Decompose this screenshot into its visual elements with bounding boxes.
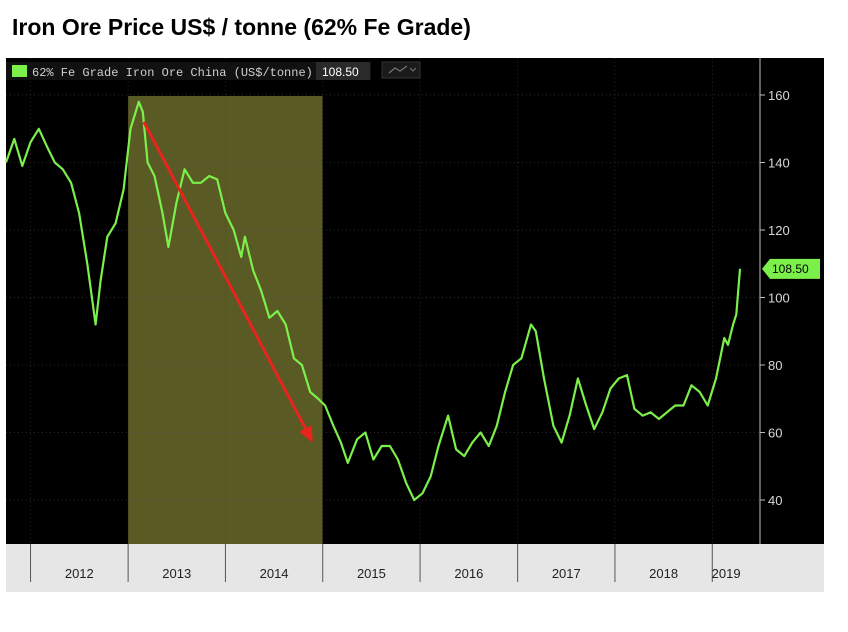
y-tick-label: 140 [768,156,790,171]
x-tick-label: 2019 [712,566,741,581]
chart-title: Iron Ore Price US$ / tonne (62% Fe Grade… [12,14,471,40]
last-price-tag-shape [762,258,820,279]
x-tick-label: 2012 [65,566,94,581]
highlight-band-layer [128,96,323,544]
legend-value-box [316,62,370,80]
legend: 62% Fe Grade Iron Ore China (US$/tonne) … [6,61,421,80]
highlight-band [128,96,323,544]
arrow-layer [142,121,313,443]
trend-arrow-head [299,425,313,443]
last-price-tag: 108.50 [762,258,820,279]
y-tick-label: 80 [768,358,782,373]
trend-arrow-shaft [142,121,307,430]
y-tick-label: 60 [768,426,782,441]
x-tick-label: 2014 [260,566,289,581]
grid-layer [6,58,760,544]
line-chart-icon [388,65,408,74]
chevron-down-icon [409,67,417,72]
x-axis-strip [6,544,824,592]
x-tick-label: 2018 [649,566,678,581]
y-tick-label: 120 [768,223,790,238]
legend-last-value: 108.50 [322,65,359,79]
x-tick-label: 2015 [357,566,386,581]
legend-swatch [12,65,27,77]
y-tick-label: 160 [768,88,790,103]
series-layer [4,100,742,502]
last-price-tag-value: 108.50 [772,262,809,276]
legend-box [6,62,371,80]
y-tick-label: 40 [768,493,782,508]
series-line [4,100,742,502]
x-tick-label: 2016 [454,566,483,581]
x-tick-label: 2017 [552,566,581,581]
axis-layer: 40 60 80 100 120 140 160 2012 2013 2014 2015 2016 20… [30,58,790,582]
x-tick-label: 2013 [162,566,191,581]
y-tick-label: 100 [768,291,790,306]
legend-series-name: 62% Fe Grade Iron Ore China (US$/tonne) [32,66,313,80]
